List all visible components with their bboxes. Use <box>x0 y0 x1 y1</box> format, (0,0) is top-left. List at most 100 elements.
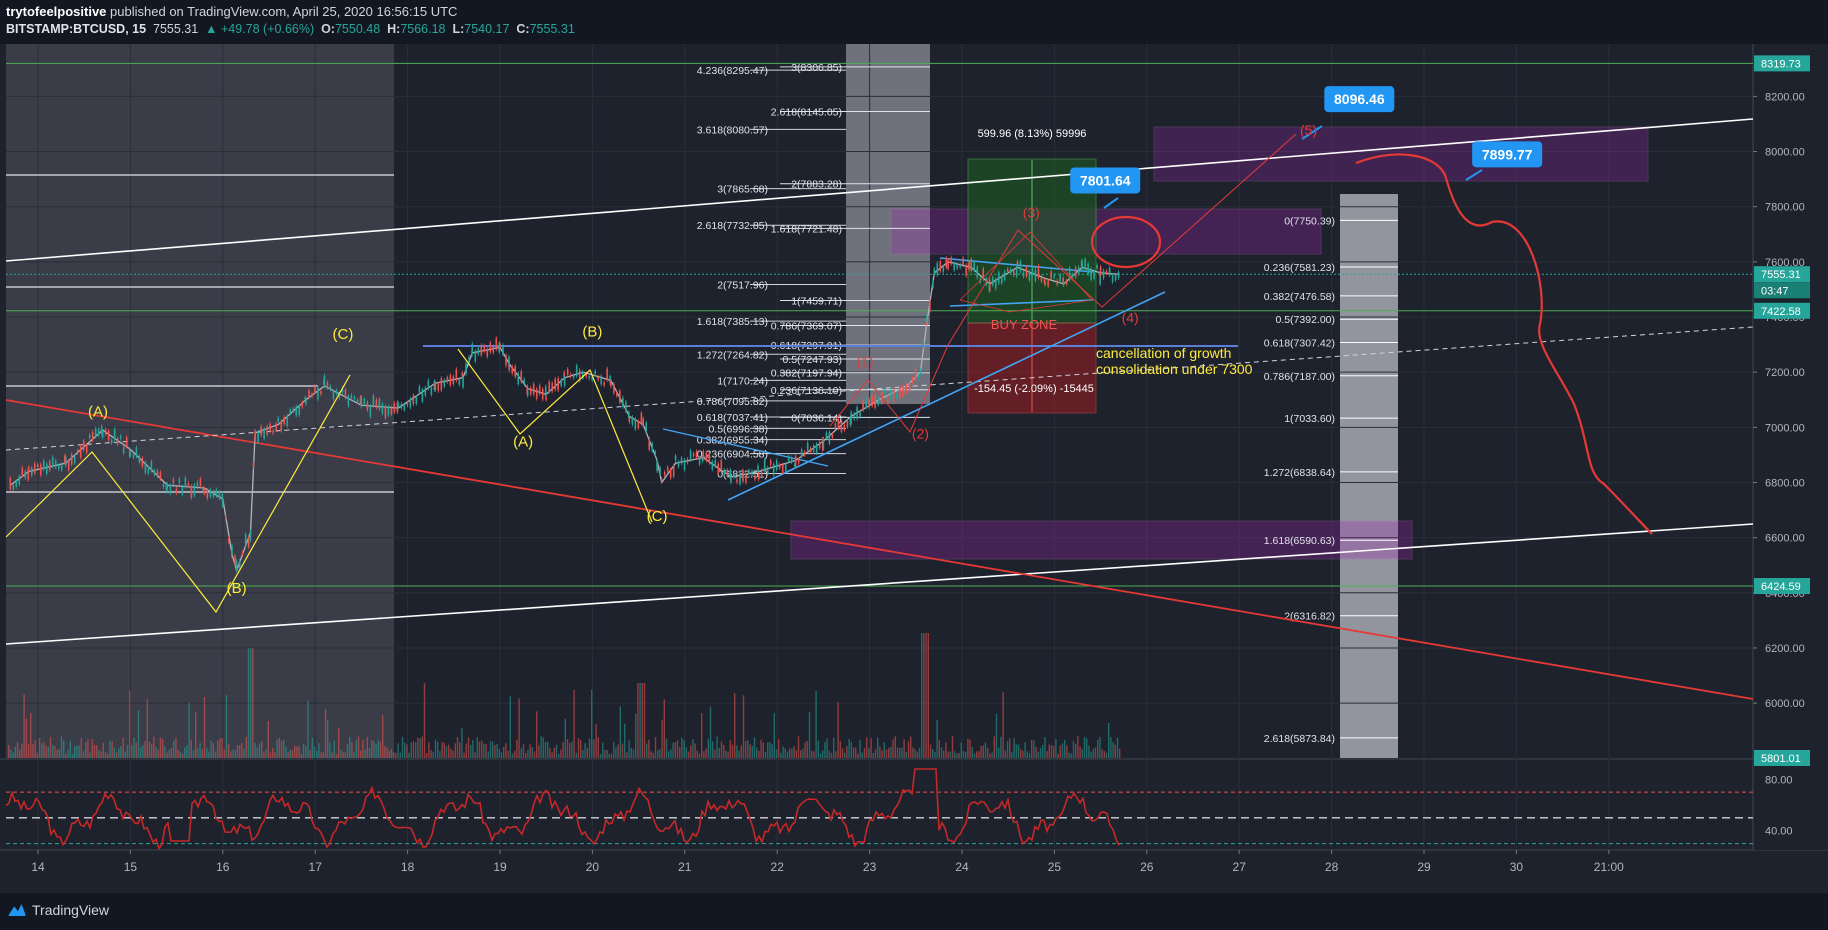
volume-bar <box>360 750 362 758</box>
symbol-label[interactable]: BITSTAMP:BTCUSD, 15 <box>6 22 147 36</box>
candle-body <box>578 370 581 381</box>
candle-body <box>353 396 356 400</box>
candle-body <box>748 470 750 475</box>
volume-bar <box>846 746 848 758</box>
candle-body <box>286 415 289 426</box>
candle-body <box>982 268 985 280</box>
candle-body <box>427 380 430 389</box>
volume-bar <box>789 748 791 758</box>
volume-bar <box>239 745 241 758</box>
candle-body <box>843 424 846 431</box>
price-change: ▲ +49.78 (+0.66%) <box>205 22 315 36</box>
price-chart[interactable]: 4.236(8295.47) 3.618(8080.57) 3(7865.68) 2.… <box>0 44 1828 893</box>
callout-value: 7801.64 <box>1080 173 1131 189</box>
candle-body <box>511 366 514 374</box>
volume-bar <box>815 690 817 758</box>
volume-bar <box>272 748 274 758</box>
volume-bar <box>212 743 214 758</box>
volume-bar <box>54 745 56 758</box>
impulse-wave-path <box>829 133 1297 433</box>
candle-body <box>517 373 520 384</box>
volume-bar <box>1053 745 1055 758</box>
candle-body <box>887 396 889 403</box>
candle-body <box>686 459 689 463</box>
candle-body <box>474 351 477 362</box>
candle-body <box>991 277 994 286</box>
callout-value: 8096.46 <box>1334 91 1385 107</box>
fib-level-label: 0.382(7476.58) <box>1264 291 1335 303</box>
volume-bar <box>390 749 393 758</box>
volume-bar <box>551 752 553 758</box>
candle-body <box>640 413 643 424</box>
volume-bar <box>615 747 617 758</box>
volume-bar <box>1101 749 1103 758</box>
volume-bar <box>96 745 98 758</box>
fib-level-label: 0.236(6904.58) <box>697 449 768 461</box>
volume-bar <box>573 689 575 758</box>
candle-body <box>79 445 82 458</box>
tradingview-logo[interactable]: TradingView <box>8 902 109 918</box>
price-tick-label: 6200.00 <box>1765 643 1805 655</box>
candle-body <box>218 492 221 499</box>
candle-body <box>884 389 886 394</box>
volume-bar <box>23 694 25 758</box>
volume-bar <box>498 748 500 758</box>
author-name[interactable]: trytofeelpositive <box>6 4 107 19</box>
volume-bar <box>140 746 142 758</box>
volume-bar <box>243 748 245 758</box>
volume-bar <box>566 739 569 758</box>
volume-bar <box>412 741 415 758</box>
candle-body <box>181 486 184 495</box>
volume-bar <box>159 737 162 758</box>
volume-bar <box>929 744 932 758</box>
volume-bar <box>606 750 608 758</box>
cancellation-line-1: cancellation of growth <box>1096 345 1231 361</box>
volume-bar <box>1108 722 1110 758</box>
volume-bar <box>681 737 683 758</box>
volume-bar <box>107 753 109 758</box>
price-tick-label: 7000.00 <box>1765 422 1805 434</box>
volume-bar <box>375 743 377 758</box>
volume-bar <box>254 742 256 758</box>
volume-bar <box>696 750 698 758</box>
volume-bar <box>762 742 764 758</box>
candle-body <box>421 389 424 402</box>
volume-bar <box>863 748 866 758</box>
candle-body <box>252 462 255 467</box>
volume-bar <box>85 742 87 758</box>
candle-body <box>968 262 970 270</box>
callout-pointer <box>1301 125 1323 140</box>
volume-bar <box>487 751 489 758</box>
candle-body <box>850 412 852 424</box>
candle-body <box>1114 275 1117 281</box>
volume-bar <box>93 745 96 758</box>
time-tick-label: 26 <box>1140 860 1154 874</box>
price-tag-badge <box>1754 266 1810 283</box>
volume-bar <box>637 683 639 758</box>
candle-body <box>642 418 645 426</box>
volume-bar <box>1114 744 1116 758</box>
volume-bar <box>837 702 839 758</box>
volume-bar <box>591 689 593 758</box>
volume-bar <box>135 742 137 758</box>
volume-bar <box>234 750 236 758</box>
volume-bar <box>203 696 206 758</box>
volume-bar <box>833 737 835 758</box>
volume-bar <box>962 750 965 758</box>
candle-body <box>215 489 218 497</box>
candle-body <box>936 263 939 275</box>
candle-body <box>298 406 301 415</box>
candle-body <box>320 391 322 395</box>
volume-bar <box>511 753 514 758</box>
volume-bar <box>1011 751 1013 758</box>
candle-body <box>548 381 550 392</box>
volume-bar <box>1050 745 1053 758</box>
volume-bar <box>698 753 701 758</box>
volume-bar <box>844 752 846 758</box>
volume-bar <box>808 711 811 758</box>
volume-bar <box>382 715 384 758</box>
time-tick-label: 17 <box>309 860 323 874</box>
brand-label: TradingView <box>32 902 110 918</box>
volume-bar <box>377 740 379 758</box>
volume-bar <box>571 741 573 758</box>
